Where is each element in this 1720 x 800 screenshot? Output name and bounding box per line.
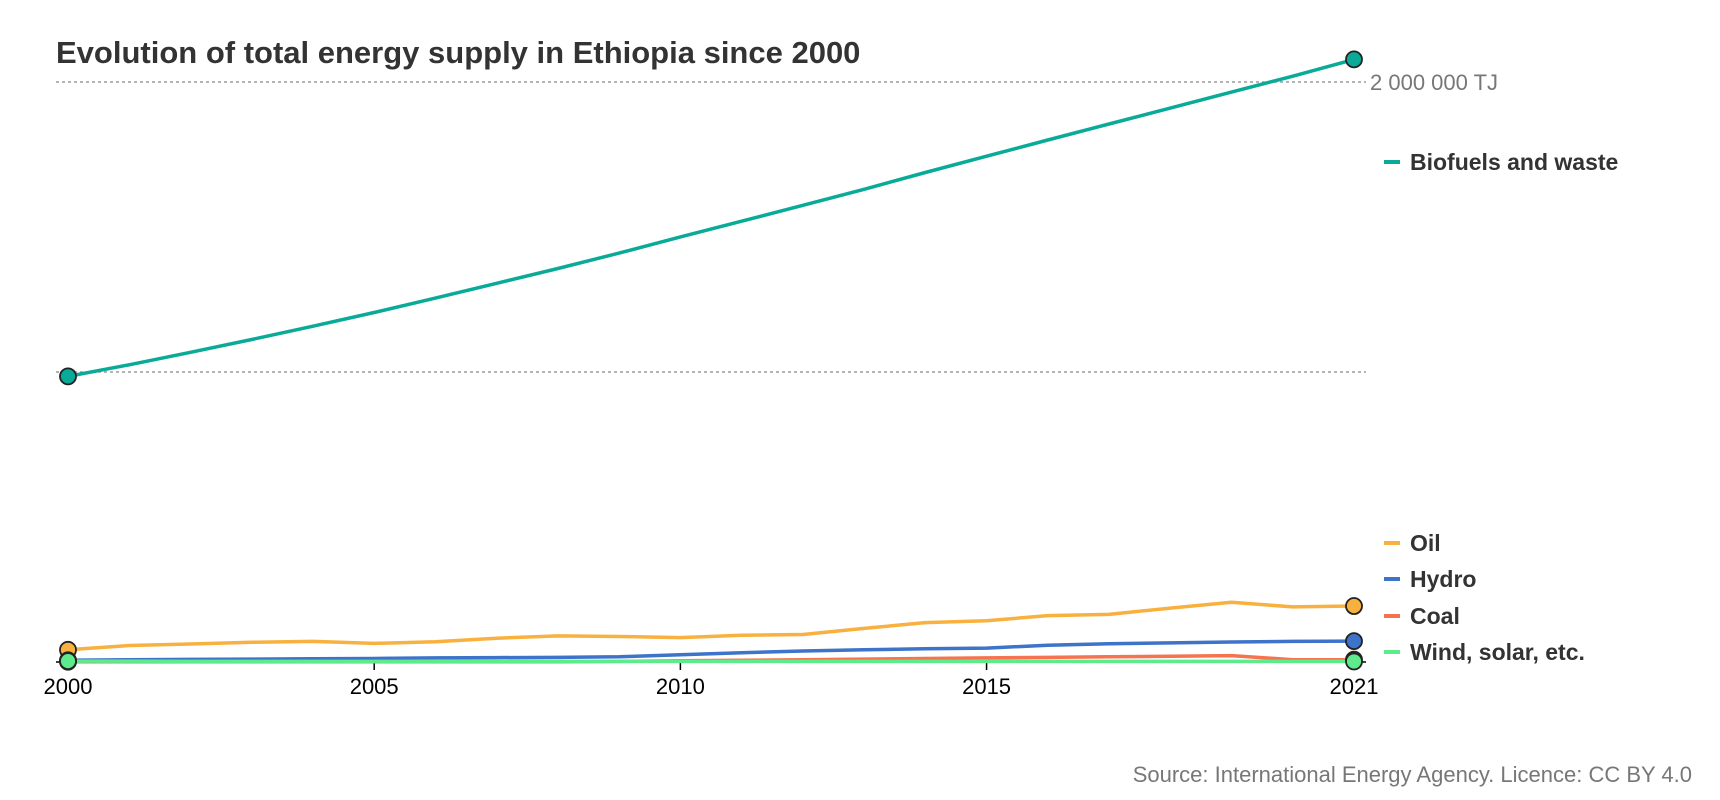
x-tick-label-2010: 2010 [656, 674, 705, 699]
legend-label-oil: Oil [1410, 530, 1441, 556]
series-lines [59, 50, 1363, 671]
legend-label-wind-solar-etc-: Wind, solar, etc. [1410, 639, 1585, 665]
gridlines: 2 000 000 TJ [56, 70, 1498, 373]
point-wind-solar-etc--2000 [59, 652, 77, 671]
legend-label-hydro: Hydro [1410, 566, 1476, 592]
x-tick-label-2021: 2021 [1330, 674, 1379, 699]
point-biofuels-and-waste-2021 [1345, 50, 1363, 69]
legend-label-coal: Coal [1410, 603, 1460, 629]
legend-label-biofuels-and-waste: Biofuels and waste [1410, 149, 1618, 175]
point-oil-2021 [1345, 597, 1363, 615]
series-line-biofuels-and-waste [66, 57, 1356, 379]
x-tick-label-2000: 2000 [44, 674, 93, 699]
y-axis-label: 2 000 000 TJ [1370, 70, 1498, 95]
point-wind-solar-etc--2021 [1345, 652, 1363, 671]
source-note: Source: International Energy Agency. Lic… [1133, 762, 1692, 787]
x-tick-label-2005: 2005 [350, 674, 399, 699]
chart-title: Evolution of total energy supply in Ethi… [56, 35, 860, 70]
x-axis: 2000 2005 2010 2015 2021 [44, 661, 1379, 699]
legend: Biofuels and waste Oil Hydro Coal Wind, sola… [1384, 149, 1618, 665]
x-tick-label-2015: 2015 [962, 674, 1011, 699]
point-hydro-2021 [1345, 632, 1363, 651]
point-biofuels-and-waste-2000 [59, 367, 77, 386]
series-line-hydro [66, 639, 1356, 663]
series-line-oil [66, 600, 1356, 652]
